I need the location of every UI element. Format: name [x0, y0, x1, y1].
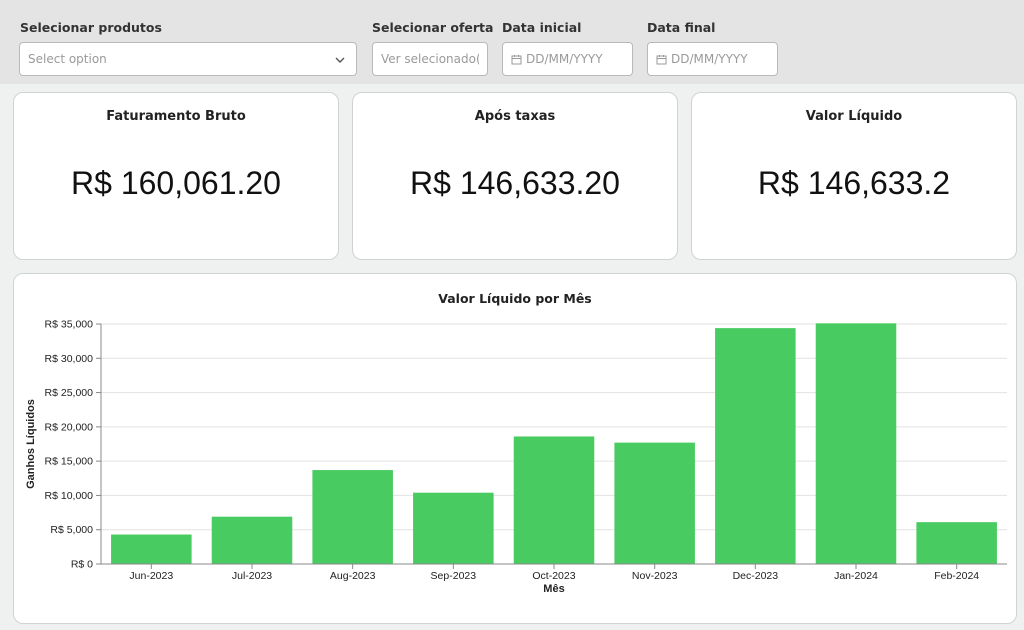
x-tick-label: Aug-2023: [330, 570, 376, 582]
y-tick-label: R$ 0: [71, 559, 93, 571]
x-tick-label: Nov-2023: [632, 570, 678, 582]
x-tick-label: Jan-2024: [834, 570, 878, 582]
data-inicial-input[interactable]: DD/MM/YYYY: [502, 42, 633, 76]
oferta-label: Selecionar oferta: [372, 20, 494, 35]
kpi-card-faturamento: Faturamento Bruto R$ 160,061.20: [13, 92, 339, 260]
kpi-title: Valor Líquido: [805, 109, 903, 124]
produtos-select[interactable]: Select option: [19, 42, 357, 76]
bar-chart: R$ 0 R$ 5,000 R$ 10,000 R$ 15,000 R$ 20,000 R…: [25, 319, 1007, 595]
produtos-label: Selecionar produtos: [20, 20, 162, 35]
calendar-icon: [656, 54, 667, 65]
y-tick-label: R$ 35,000: [45, 319, 94, 331]
data-final-label: Data final: [647, 20, 716, 35]
y-tick-label: R$ 5,000: [50, 524, 93, 536]
y-tick-label: R$ 20,000: [45, 421, 94, 433]
y-tick-label: R$ 30,000: [45, 353, 94, 365]
data-final-placeholder: DD/MM/YYYY: [671, 52, 748, 66]
data-final-input[interactable]: DD/MM/YYYY: [647, 42, 778, 76]
chart-title: Valor Líquido por Mês: [438, 291, 592, 306]
y-tick-label: R$ 25,000: [45, 387, 94, 399]
oferta-placeholder: Ver selecionado(s): [381, 52, 479, 66]
kpi-value: R$ 146,633.20: [410, 165, 620, 201]
bar: [614, 442, 695, 564]
kpi-card-apos-taxas: Após taxas R$ 146,633.20: [352, 92, 678, 260]
kpi-title: Faturamento Bruto: [106, 109, 246, 124]
bar: [312, 470, 393, 564]
kpi-title: Após taxas: [474, 109, 556, 124]
data-inicial-label: Data inicial: [502, 20, 582, 35]
x-tick-label: Jul-2023: [232, 570, 272, 582]
x-tick-label: Dec-2023: [733, 570, 779, 582]
x-tick-label: Feb-2024: [934, 570, 979, 582]
kpi-value: R$ 160,061.20: [71, 165, 281, 201]
calendar-icon: [511, 54, 522, 65]
bar: [715, 328, 796, 564]
y-tick-label: R$ 10,000: [45, 490, 94, 502]
x-tick-label: Oct-2023: [532, 570, 575, 582]
bar: [211, 516, 293, 564]
x-tick-label: Sep-2023: [431, 570, 477, 582]
oferta-select[interactable]: Ver selecionado(s): [372, 42, 488, 76]
bar: [513, 436, 595, 564]
data-inicial-placeholder: DD/MM/YYYY: [526, 52, 603, 66]
y-axis-title: Ganhos Líquidos: [25, 399, 37, 489]
x-tick-label: Jun-2023: [129, 570, 173, 582]
bar: [815, 323, 897, 564]
filter-bar: Selecionar produtos Select option Seleci…: [0, 0, 1024, 84]
bar: [916, 522, 997, 564]
kpi-value: R$ 146,633.2: [757, 165, 951, 201]
chart-card: Valor Líquido por Mês R$ 0 R$ 5,000 R$ 10,…: [13, 273, 1017, 624]
x-axis-title: Mês: [543, 583, 564, 595]
produtos-placeholder: Select option: [28, 52, 107, 66]
bar: [413, 492, 494, 564]
kpi-card-valor-liquido: Valor Líquido R$ 146,633.2: [691, 92, 1017, 260]
y-tick-label: R$ 15,000: [45, 456, 94, 468]
chevron-down-icon: [334, 54, 346, 69]
bar: [111, 534, 192, 564]
